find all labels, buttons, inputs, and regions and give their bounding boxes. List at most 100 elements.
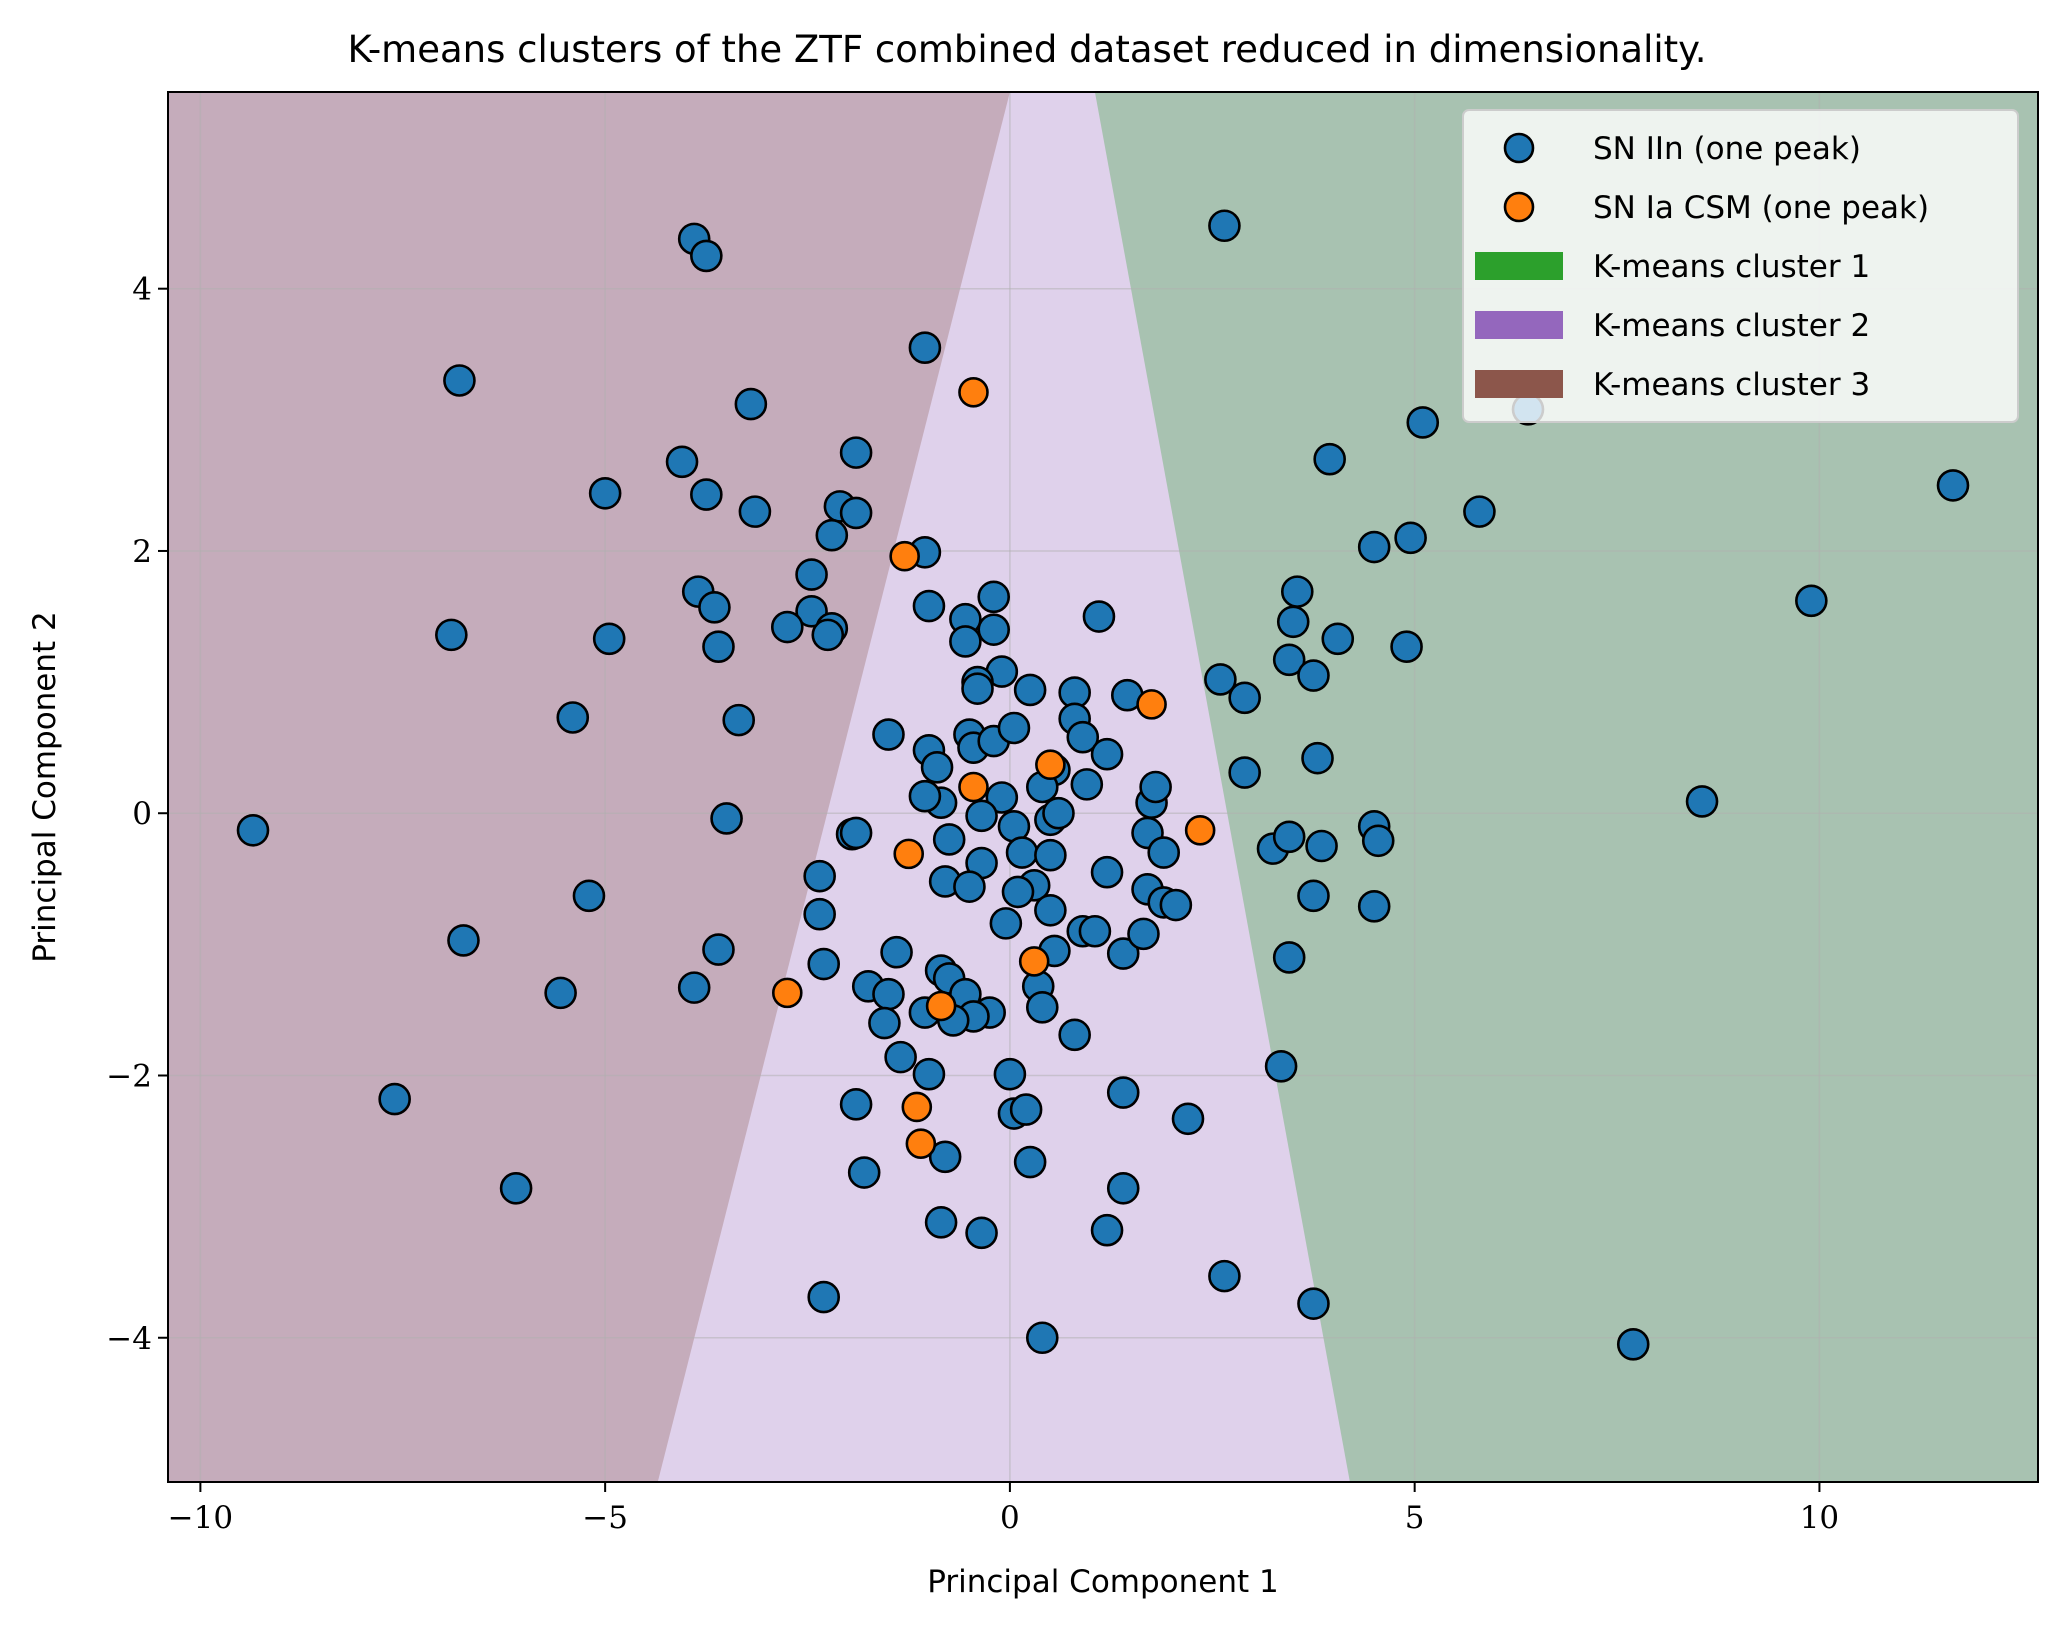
point-sn-iin — [1406, 406, 1440, 439]
point-sn-iin — [965, 1216, 998, 1250]
point-sn-iin — [1208, 1259, 1241, 1293]
point-sn-iin — [1301, 741, 1334, 775]
point-sn-iin — [499, 1171, 533, 1205]
point-sn-iin — [1034, 838, 1067, 872]
point-sn-iin — [1305, 829, 1338, 863]
point-sn-iin — [908, 331, 942, 365]
point-sn-iin — [1005, 836, 1039, 869]
point-sn-iin — [544, 976, 577, 1010]
point-sn-iin — [932, 823, 966, 856]
point-sn-iin — [1228, 756, 1261, 789]
point-sn-iin — [1013, 673, 1047, 707]
point-sn-iin — [1058, 1018, 1091, 1052]
point-sn-iin — [1357, 890, 1391, 923]
point-sn-iin — [807, 947, 841, 981]
point-sn-iin — [1082, 600, 1116, 633]
point-sn-ia-csm — [771, 977, 803, 1009]
point-sn-iin — [1685, 785, 1719, 818]
point-sn-iin — [447, 924, 480, 957]
legend-patch — [1475, 370, 1563, 398]
point-sn-iin — [839, 436, 873, 469]
point-sn-ia-csm — [1184, 814, 1216, 846]
x-tick-label: 5 — [1405, 1500, 1425, 1536]
point-sn-iin — [1361, 824, 1395, 858]
y-axis-label: Principal Component 2 — [27, 611, 63, 963]
point-sn-iin — [920, 751, 954, 784]
point-sn-ia-csm — [1018, 946, 1050, 977]
point-sn-iin — [908, 779, 942, 813]
legend-patch — [1475, 252, 1563, 280]
point-sn-iin — [1313, 442, 1346, 476]
point-sn-iin — [1001, 875, 1035, 909]
point-sn-iin — [1272, 643, 1306, 677]
x-tick-label: 0 — [1000, 1500, 1020, 1536]
point-sn-ia-csm — [893, 838, 925, 870]
x-tick-label: 10 — [1800, 1500, 1839, 1536]
point-sn-ia-csm — [925, 990, 957, 1022]
point-sn-iin — [572, 879, 606, 913]
point-sn-iin — [698, 591, 731, 624]
point-sn-iin — [1208, 209, 1241, 243]
point-sn-ia-csm — [958, 771, 989, 803]
point-sn-iin — [912, 1057, 946, 1091]
point-sn-iin — [1795, 584, 1828, 618]
scatter-points — [236, 209, 1970, 1361]
legend-marker — [1503, 132, 1535, 164]
point-sn-iin — [872, 718, 905, 751]
point-sn-iin — [839, 816, 873, 850]
point-sn-iin — [795, 558, 828, 591]
point-sn-iin — [949, 625, 982, 658]
legend-label: K-means cluster 2 — [1593, 308, 1870, 344]
point-sn-iin — [1127, 917, 1160, 951]
point-sn-iin — [1228, 681, 1261, 715]
point-sn-iin — [665, 445, 699, 479]
point-sn-iin — [1025, 1321, 1059, 1355]
point-sn-iin — [702, 933, 735, 966]
point-sn-iin — [928, 1140, 962, 1174]
point-sn-iin — [1078, 914, 1112, 948]
point-sn-iin — [993, 1057, 1027, 1091]
point-sn-iin — [1106, 1171, 1140, 1205]
point-sn-iin — [803, 859, 836, 893]
point-sn-iin — [435, 618, 468, 652]
legend-label: K-means cluster 3 — [1593, 367, 1870, 403]
plot-frame — [167, 91, 2039, 1483]
point-sn-iin — [710, 802, 743, 835]
legend-label: K-means cluster 1 — [1593, 249, 1870, 285]
point-sn-iin — [839, 1088, 873, 1121]
region-cluster-3 — [168, 92, 1010, 1482]
point-sn-iin — [880, 935, 913, 969]
point-sn-iin — [1394, 521, 1427, 555]
y-tick-label: −4 — [106, 1321, 152, 1357]
point-sn-iin — [1321, 622, 1355, 656]
point-sn-iin — [734, 387, 768, 421]
legend-patch — [1475, 311, 1563, 339]
point-sn-iin — [912, 589, 946, 623]
point-sn-iin — [811, 618, 845, 652]
point-sn-iin — [1025, 991, 1059, 1024]
legend-label: SN IIn (one peak) — [1593, 131, 1861, 167]
legend-box — [1462, 109, 2019, 423]
point-sn-iin — [702, 630, 735, 663]
point-sn-iin — [1280, 575, 1314, 608]
legend-label: SN Ia CSM (one peak) — [1593, 190, 1929, 226]
legend: SN IIn (one peak) SN Ia CSM (one peak) K-m… — [1462, 109, 2019, 423]
point-sn-iin — [985, 781, 1019, 814]
point-sn-iin — [868, 1006, 901, 1040]
point-sn-iin — [738, 495, 772, 528]
point-sn-iin — [847, 1156, 881, 1189]
y-tick-label: 2 — [132, 534, 152, 570]
point-sn-iin — [815, 518, 849, 552]
point-sn-iin — [884, 1040, 917, 1074]
point-sn-iin — [1013, 1145, 1047, 1179]
point-sn-iin — [1090, 737, 1124, 771]
point-sn-iin — [872, 977, 905, 1011]
point-sn-iin — [770, 610, 804, 644]
point-sn-ia-csm — [1035, 749, 1066, 781]
point-sn-iin — [977, 613, 1011, 646]
point-sn-iin — [1204, 663, 1237, 696]
point-sn-iin — [1042, 796, 1075, 830]
point-sn-iin — [977, 580, 1011, 614]
